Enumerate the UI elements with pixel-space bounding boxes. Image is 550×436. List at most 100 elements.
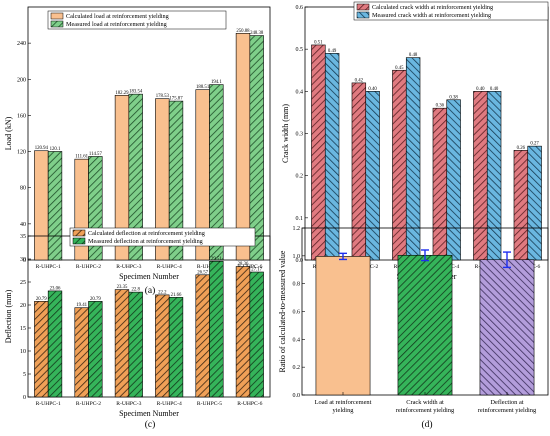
- calculated-bar: [155, 294, 170, 398]
- measured-value-label: 20.79: [90, 297, 101, 302]
- y-tick-label: 1.0: [293, 254, 301, 260]
- x-tick-label: R-UHPC-2: [76, 401, 101, 407]
- y-tick-label: 200: [17, 77, 26, 83]
- calculated-value-label: 19.41: [76, 303, 87, 308]
- x-tick-label: yielding: [333, 407, 355, 414]
- measured-bar: [88, 301, 103, 398]
- y-tick-label: 1.2: [293, 226, 301, 232]
- calculated-value-label: 0.36: [436, 104, 445, 109]
- y-tick-label: 0.8: [293, 282, 301, 288]
- y-tick-label: 10: [20, 349, 26, 355]
- ratio-bar: [397, 254, 453, 396]
- y-tick-label: 240: [17, 41, 26, 47]
- calculated-value-label: 28.36: [238, 262, 249, 267]
- measured-value-label: 29.51: [211, 257, 222, 262]
- calculated-value-label: 111.61: [75, 155, 88, 160]
- plot-frame: [27, 6, 271, 261]
- measured-bar: [527, 145, 542, 261]
- measured-bar: [405, 57, 421, 261]
- measured-value-label: 175.87: [169, 97, 183, 102]
- calculated-value-label: 0.45: [395, 66, 404, 71]
- panel-label: (d): [421, 419, 432, 430]
- measured-value-label: 0.49: [328, 49, 337, 54]
- calculated-value-label: 250.88: [236, 29, 250, 34]
- measured-value-label: 21.66: [171, 293, 182, 298]
- x-tick-label: Deflection at: [490, 399, 523, 406]
- calculated-value-label: 188.51: [196, 85, 210, 90]
- y-tick-label: 80: [20, 186, 26, 192]
- x-axis-label: Specimen Number: [119, 272, 179, 281]
- y-tick-label: 0.4: [296, 89, 304, 95]
- calculated-value-label: 0.40: [476, 87, 485, 92]
- y-tick-label: 0: [23, 258, 26, 264]
- measured-value-label: 0.38: [449, 95, 458, 100]
- calculated-bar: [513, 150, 529, 261]
- calculated-value-label: 26.57: [197, 270, 208, 275]
- calculated-value-label: 0.51: [314, 40, 323, 45]
- y-tick-label: 20: [20, 303, 26, 309]
- measured-bar: [128, 93, 143, 261]
- ratio-bar: [479, 259, 535, 396]
- x-tick-label: R-UHPC-6: [237, 401, 262, 407]
- calculated-value-label: 120.94: [35, 146, 49, 151]
- calculated-bar: [235, 33, 251, 261]
- calculated-value-label: 178.53: [156, 94, 170, 99]
- calculated-value-label: 20.79: [36, 297, 47, 302]
- measured-value-label: 23.06: [50, 286, 61, 291]
- y-tick-label: 0.6: [296, 5, 304, 11]
- measured-bar: [446, 99, 461, 261]
- legend-label-measured: Measured deflection at reinforcement yie…: [88, 238, 203, 245]
- legend-label-calculated: Calculated deflection at reinforcement y…: [88, 230, 205, 237]
- measured-bar: [324, 53, 340, 261]
- legend-box: [353, 1, 549, 21]
- legend-box: [69, 227, 256, 247]
- calculated-bar: [473, 91, 488, 261]
- y-tick-label: 0.0: [293, 393, 301, 399]
- x-tick-label: Load at reinforcement: [315, 399, 372, 406]
- legend-swatch-calculated: [356, 3, 370, 11]
- panel-a-load: 0 40 80 120 160 200 240 Load (kN) R-UHPC-1 120.94…: [4, 6, 271, 296]
- legend-label-calculated: Calculated load at reinforcement yieldin…: [66, 13, 169, 20]
- panel-c-deflection: 0 5 10 15 20 25 30 35 Deflection (mm) R-UHPC-1 20.…: [4, 227, 271, 430]
- calculated-value-label: 0.42: [355, 78, 364, 83]
- measured-value-label: 22.8: [131, 288, 140, 293]
- calculated-bar: [392, 69, 407, 261]
- y-tick-label: 0.4: [293, 337, 301, 343]
- calculated-value-label: 22.2: [158, 290, 167, 295]
- y-tick-label: 0.2: [293, 365, 301, 371]
- calculated-bar: [195, 274, 210, 398]
- x-tick-label: R-UHPC-1: [36, 401, 61, 407]
- legend-box: [47, 10, 227, 30]
- ratio-bar: [315, 256, 371, 396]
- measured-bar: [249, 271, 264, 398]
- x-tick-label: R-UHPC-3: [116, 264, 141, 270]
- measured-value-label: 183.54: [129, 90, 143, 95]
- panel-label: (a): [145, 285, 156, 296]
- y-tick-label: 30: [20, 257, 26, 263]
- y-tick-label: 0.3: [296, 132, 304, 138]
- x-tick-label: reinforcement yielding: [396, 407, 455, 414]
- measured-bar: [486, 91, 502, 261]
- x-tick-label: R-UHPC-2: [76, 264, 101, 270]
- calculated-value-label: 23.35: [117, 285, 128, 290]
- measured-value-label: 114.57: [89, 152, 103, 157]
- x-axis-label: Specimen Number: [119, 409, 179, 418]
- y-tick-label: 160: [17, 113, 26, 119]
- legend-label-calculated: Calculated crack width at reinforcement …: [372, 4, 493, 11]
- legend-swatch-measured: [72, 237, 86, 245]
- calculated-value-label: 182.29: [115, 91, 129, 96]
- calculated-bar: [114, 289, 130, 398]
- legend-swatch-measured: [356, 11, 370, 19]
- y-axis-label: Deflection (mm): [4, 289, 13, 343]
- measured-bar: [365, 91, 380, 261]
- y-axis-label: Crack width (mm): [281, 104, 290, 163]
- legend-swatch-calculated: [72, 229, 86, 237]
- y-tick-label: 0.5: [296, 47, 304, 53]
- plot-frame: [304, 6, 549, 261]
- legend-label-measured: Measured load at reinforcement yielding: [66, 21, 167, 28]
- measured-value-label: 0.40: [368, 87, 377, 92]
- panel-label: (c): [145, 419, 156, 430]
- x-tick-label: Crack width at: [406, 399, 444, 406]
- legend-label-measured: Measured crack width at reinforcement yi…: [372, 12, 491, 19]
